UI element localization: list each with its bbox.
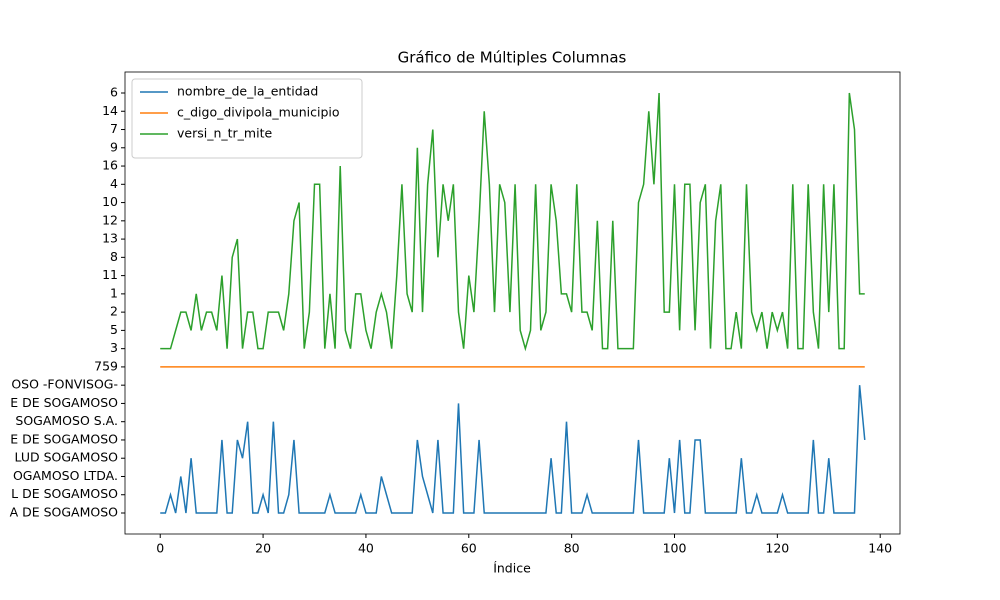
chart-title: Gráfico de Múltiples Columnas <box>398 49 627 67</box>
series-line <box>160 385 866 514</box>
x-tick-label: 0 <box>156 541 164 556</box>
y-tick-label: 6 <box>110 85 118 100</box>
y-tick-label: 8 <box>110 249 118 264</box>
x-tick-label: 80 <box>564 541 580 556</box>
plot-frame <box>124 71 901 535</box>
y-tick-label: L DE SOGAMOSO <box>11 486 118 501</box>
y-tick-label: 13 <box>102 231 118 246</box>
legend: nombre_de_la_entidad c_digo_divipola_muni… <box>131 78 363 159</box>
series-line <box>160 92 865 352</box>
legend-label: c_digo_divipola_municipio <box>177 105 340 120</box>
x-tick-label: 60 <box>461 541 477 556</box>
y-tick-label: 16 <box>102 158 118 173</box>
y-tick-label: SOGAMOSO S.A. <box>15 413 118 428</box>
x-tick-label: 100 <box>663 541 687 556</box>
x-tick-label: 40 <box>358 541 374 556</box>
y-tick-label: OSO -FONVISOG- <box>11 377 118 392</box>
y-tick-label: E DE SOGAMOSO <box>10 395 118 410</box>
y-tick-label: 5 <box>110 322 118 337</box>
x-tick-label: 20 <box>255 541 271 556</box>
y-tick-label: 9 <box>110 139 118 154</box>
y-tick-label: E DE SOGAMOSO <box>10 431 118 446</box>
y-tick-label: 10 <box>102 194 118 209</box>
y-tick-label: 4 <box>110 176 118 191</box>
y-tick-label: 2 <box>110 304 118 319</box>
y-tick-label: 12 <box>102 212 118 227</box>
y-tick-label: 11 <box>102 267 118 282</box>
y-tick-label: 759 <box>94 358 118 373</box>
legend-label: nombre_de_la_entidad <box>177 84 318 99</box>
y-tick-label: LUD SOGAMOSO <box>15 450 119 465</box>
x-tick-label: 120 <box>765 541 789 556</box>
x-tick-label: 140 <box>868 541 892 556</box>
x-axis-label: Índice <box>493 561 531 576</box>
y-tick-label: 1 <box>110 285 118 300</box>
legend-label: versi_n_tr_mite <box>177 126 272 141</box>
y-tick-label: 7 <box>110 121 118 136</box>
y-tick-label: A DE SOGAMOSO <box>10 505 119 520</box>
y-tick-label: 14 <box>102 103 118 118</box>
y-tick-label: OGAMOSO LTDA. <box>13 468 118 483</box>
y-tick-label: 3 <box>110 340 118 355</box>
legend-box <box>131 78 363 159</box>
